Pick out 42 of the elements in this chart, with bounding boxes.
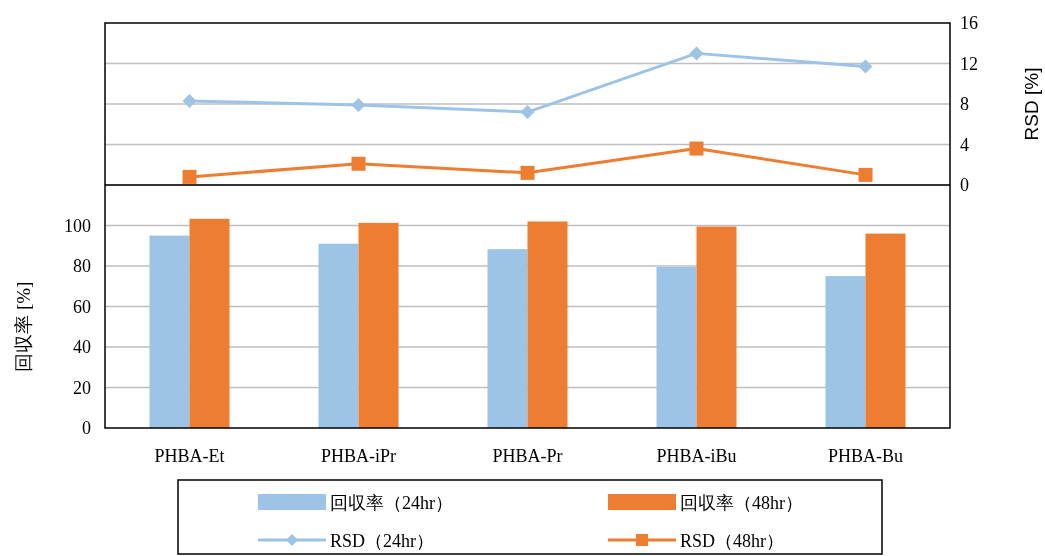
point	[351, 98, 366, 113]
x-tick-label: PHBA-Pr	[492, 446, 563, 466]
bar	[487, 249, 528, 428]
point	[182, 169, 197, 184]
y2-tick-label: 4	[960, 134, 969, 155]
point	[689, 141, 704, 156]
point	[520, 105, 535, 120]
y-tick-label: 60	[73, 296, 91, 317]
point	[858, 167, 873, 182]
y2-axis-title: RSD [%]	[1021, 67, 1042, 141]
y-tick-label: 80	[73, 256, 91, 276]
y2-tick-label: 8	[960, 94, 969, 114]
point	[351, 156, 366, 171]
legend-label: 回収率（48hr）	[680, 493, 803, 513]
bar	[149, 235, 190, 428]
y-tick-label: 40	[73, 337, 91, 357]
bar	[527, 221, 568, 428]
point	[858, 59, 873, 74]
bar	[696, 226, 737, 428]
x-tick-label: PHBA-iPr	[320, 446, 397, 466]
legend-label: RSD（24hr）	[330, 531, 435, 551]
bar	[656, 267, 697, 428]
legend-label: 回収率（24hr）	[330, 493, 453, 513]
y-tick-label: 100	[64, 215, 91, 236]
point	[182, 93, 197, 108]
y-axis-title: 回収率 [%]	[13, 281, 34, 372]
y-tick-label: 0	[82, 418, 91, 438]
point	[520, 165, 535, 180]
x-tick-label: PHBA-iBu	[656, 446, 737, 466]
bar	[318, 243, 359, 428]
legend-label: RSD（48hr）	[680, 531, 785, 551]
y2-tick-label: 12	[960, 53, 978, 74]
y-tick-label: 20	[73, 377, 91, 398]
x-tick-label: PHBA-Bu	[827, 446, 904, 466]
point	[689, 46, 704, 61]
bar	[189, 218, 230, 428]
y2-tick-label: 0	[960, 175, 969, 195]
x-tick-label: PHBA-Et	[154, 446, 225, 466]
bar	[358, 222, 399, 428]
y2-tick-label: 16	[960, 13, 978, 33]
bar	[825, 276, 866, 428]
bar	[865, 233, 906, 428]
